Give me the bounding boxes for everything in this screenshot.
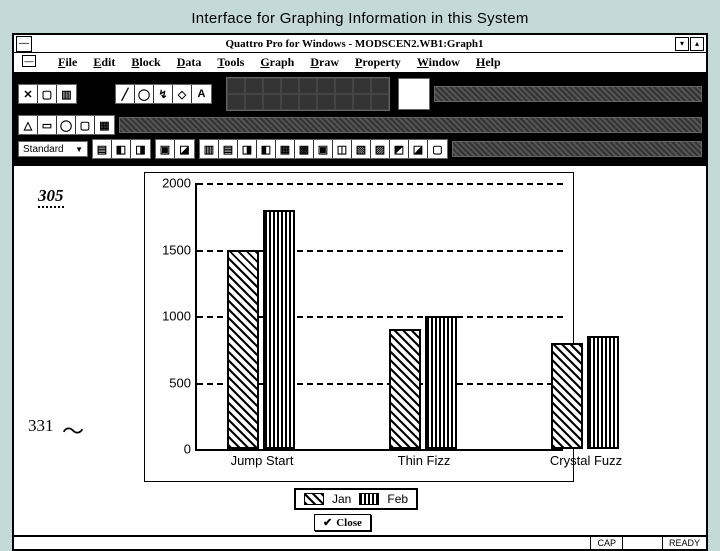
- chart-type-5-icon[interactable]: ▦: [276, 140, 295, 158]
- toolbar-filler-3: [452, 141, 702, 157]
- toolbar-area: ✕ ▢ ▥ ╱ ◯ ↯ ◇ A △ ▭ ◯: [14, 73, 706, 165]
- chart-legend: Jan Feb: [294, 488, 418, 510]
- legend-swatch-feb: [359, 493, 379, 505]
- chart-axes: 0500100015002000Jump StartThin FizzCryst…: [195, 183, 563, 451]
- bar-jan-2[interactable]: [551, 343, 583, 449]
- legend-swatch-jan: [304, 493, 324, 505]
- x-tick-label: Thin Fizz: [398, 449, 451, 468]
- menu-file[interactable]: File: [58, 55, 77, 70]
- chart-type-8-icon[interactable]: ◫: [333, 140, 352, 158]
- tool-back-icon[interactable]: ◪: [175, 140, 194, 158]
- statusbar: CAP READY: [14, 535, 706, 549]
- bar-jan-1[interactable]: [389, 329, 421, 449]
- y-tick-label: 2000: [162, 176, 197, 191]
- chart-type-13-icon[interactable]: ▢: [428, 140, 447, 158]
- legend-label-jan: Jan: [332, 492, 351, 506]
- menu-draw[interactable]: Draw: [310, 55, 339, 70]
- y-tick-label: 500: [169, 375, 197, 390]
- tool-pattern-icon[interactable]: ▦: [95, 116, 114, 134]
- toolbar-filler-2: [119, 117, 702, 133]
- menu-tools[interactable]: Tools: [217, 55, 244, 70]
- tool-group-draw2: △ ▭ ◯ ▢ ▦: [18, 115, 115, 135]
- tool-align2-icon[interactable]: ◧: [112, 140, 131, 158]
- status-ready: READY: [662, 537, 706, 549]
- style-combo-value: Standard: [23, 144, 64, 155]
- document-system-menu-icon[interactable]: —: [22, 55, 36, 67]
- titlebar: — Quattro Pro for Windows - MODSCEN2.WB1…: [14, 35, 706, 53]
- bar-feb-2[interactable]: [587, 336, 619, 449]
- menu-block[interactable]: Block: [131, 55, 160, 70]
- x-tick-label: Crystal Fuzz: [550, 449, 622, 468]
- tool-group-layer: ▣ ◪: [155, 139, 195, 159]
- chart-type-11-icon[interactable]: ◩: [390, 140, 409, 158]
- menu-graph[interactable]: Graph: [260, 55, 294, 70]
- menu-data[interactable]: Data: [177, 55, 202, 70]
- chart-type-6-icon[interactable]: ▩: [295, 140, 314, 158]
- menu-help[interactable]: Help: [476, 55, 501, 70]
- maximize-button[interactable]: ▴: [690, 37, 704, 51]
- chart-plot[interactable]: 0500100015002000Jump StartThin FizzCryst…: [144, 172, 574, 482]
- chart-type-7-icon[interactable]: ▣: [314, 140, 333, 158]
- chart-type-9-icon[interactable]: ▧: [352, 140, 371, 158]
- bar-feb-1[interactable]: [425, 316, 457, 449]
- chart-region: 305 331 0500100015002000Jump StartThin F…: [14, 165, 706, 535]
- tool-front-icon[interactable]: ▣: [156, 140, 175, 158]
- chevron-down-icon: ▼: [75, 145, 83, 154]
- tool-ellipse-icon[interactable]: ◯: [135, 85, 154, 103]
- color-palette[interactable]: [226, 77, 390, 111]
- tool-group-clipboard: ✕ ▢ ▥: [18, 84, 77, 104]
- menu-window[interactable]: Window: [417, 55, 460, 70]
- figure-label-331: 331: [28, 416, 54, 436]
- gridline: [197, 183, 563, 185]
- legend-label-feb: Feb: [387, 492, 408, 506]
- chart-type-2-icon[interactable]: ▤: [219, 140, 238, 158]
- window-title: Quattro Pro for Windows - MODSCEN2.WB1:G…: [34, 38, 675, 50]
- system-menu-icon[interactable]: —: [16, 36, 32, 52]
- callout-line-icon: [62, 424, 96, 436]
- check-icon: ✔: [323, 516, 332, 529]
- tool-cut-icon[interactable]: ✕: [19, 85, 38, 103]
- tool-square-icon[interactable]: ▢: [76, 116, 95, 134]
- tool-polyline-icon[interactable]: ↯: [154, 85, 173, 103]
- menu-property[interactable]: Property: [355, 55, 401, 70]
- tool-copy-icon[interactable]: ▢: [38, 85, 57, 103]
- page-heading: Interface for Graphing Information in th…: [0, 0, 720, 33]
- toolbar-filler: [434, 86, 702, 102]
- tool-group-align: ▤ ◧ ◨: [92, 139, 151, 159]
- tool-circle-icon[interactable]: ◯: [57, 116, 76, 134]
- tool-line-icon[interactable]: ╱: [116, 85, 135, 103]
- chart-type-12-icon[interactable]: ◪: [409, 140, 428, 158]
- y-tick-label: 1500: [162, 242, 197, 257]
- chart-type-10-icon[interactable]: ▨: [371, 140, 390, 158]
- close-button[interactable]: ✔ Close: [314, 514, 371, 531]
- tool-polygon-icon[interactable]: ◇: [173, 85, 192, 103]
- menu-edit[interactable]: Edit: [93, 55, 115, 70]
- style-combo[interactable]: Standard ▼: [18, 141, 88, 157]
- status-empty: [622, 537, 662, 549]
- menubar: — File Edit Block Data Tools Graph Draw …: [14, 53, 706, 73]
- tool-align3-icon[interactable]: ◨: [131, 140, 150, 158]
- bar-jan-0[interactable]: [227, 250, 259, 450]
- app-window: — Quattro Pro for Windows - MODSCEN2.WB1…: [12, 33, 708, 551]
- tool-group-chart-types: ▥ ▤ ◨ ◧ ▦ ▩ ▣ ◫ ▧ ▨ ◩ ◪ ▢: [199, 139, 448, 159]
- figure-label-305: 305: [38, 186, 64, 208]
- tool-triangle-icon[interactable]: △: [19, 116, 38, 134]
- status-cap: CAP: [590, 537, 622, 549]
- close-button-label: Close: [336, 517, 362, 529]
- chart-type-1-icon[interactable]: ▥: [200, 140, 219, 158]
- minimize-button[interactable]: ▾: [675, 37, 689, 51]
- tool-paste-icon[interactable]: ▥: [57, 85, 76, 103]
- current-color-swatch[interactable]: [398, 78, 430, 110]
- tool-align1-icon[interactable]: ▤: [93, 140, 112, 158]
- chart-type-3-icon[interactable]: ◨: [238, 140, 257, 158]
- y-tick-label: 0: [184, 442, 197, 457]
- y-tick-label: 1000: [162, 309, 197, 324]
- tool-text-icon[interactable]: A: [192, 85, 211, 103]
- chart-type-4-icon[interactable]: ◧: [257, 140, 276, 158]
- tool-group-draw: ╱ ◯ ↯ ◇ A: [115, 84, 212, 104]
- bar-feb-0[interactable]: [263, 210, 295, 449]
- x-tick-label: Jump Start: [231, 449, 294, 468]
- tool-rect-icon[interactable]: ▭: [38, 116, 57, 134]
